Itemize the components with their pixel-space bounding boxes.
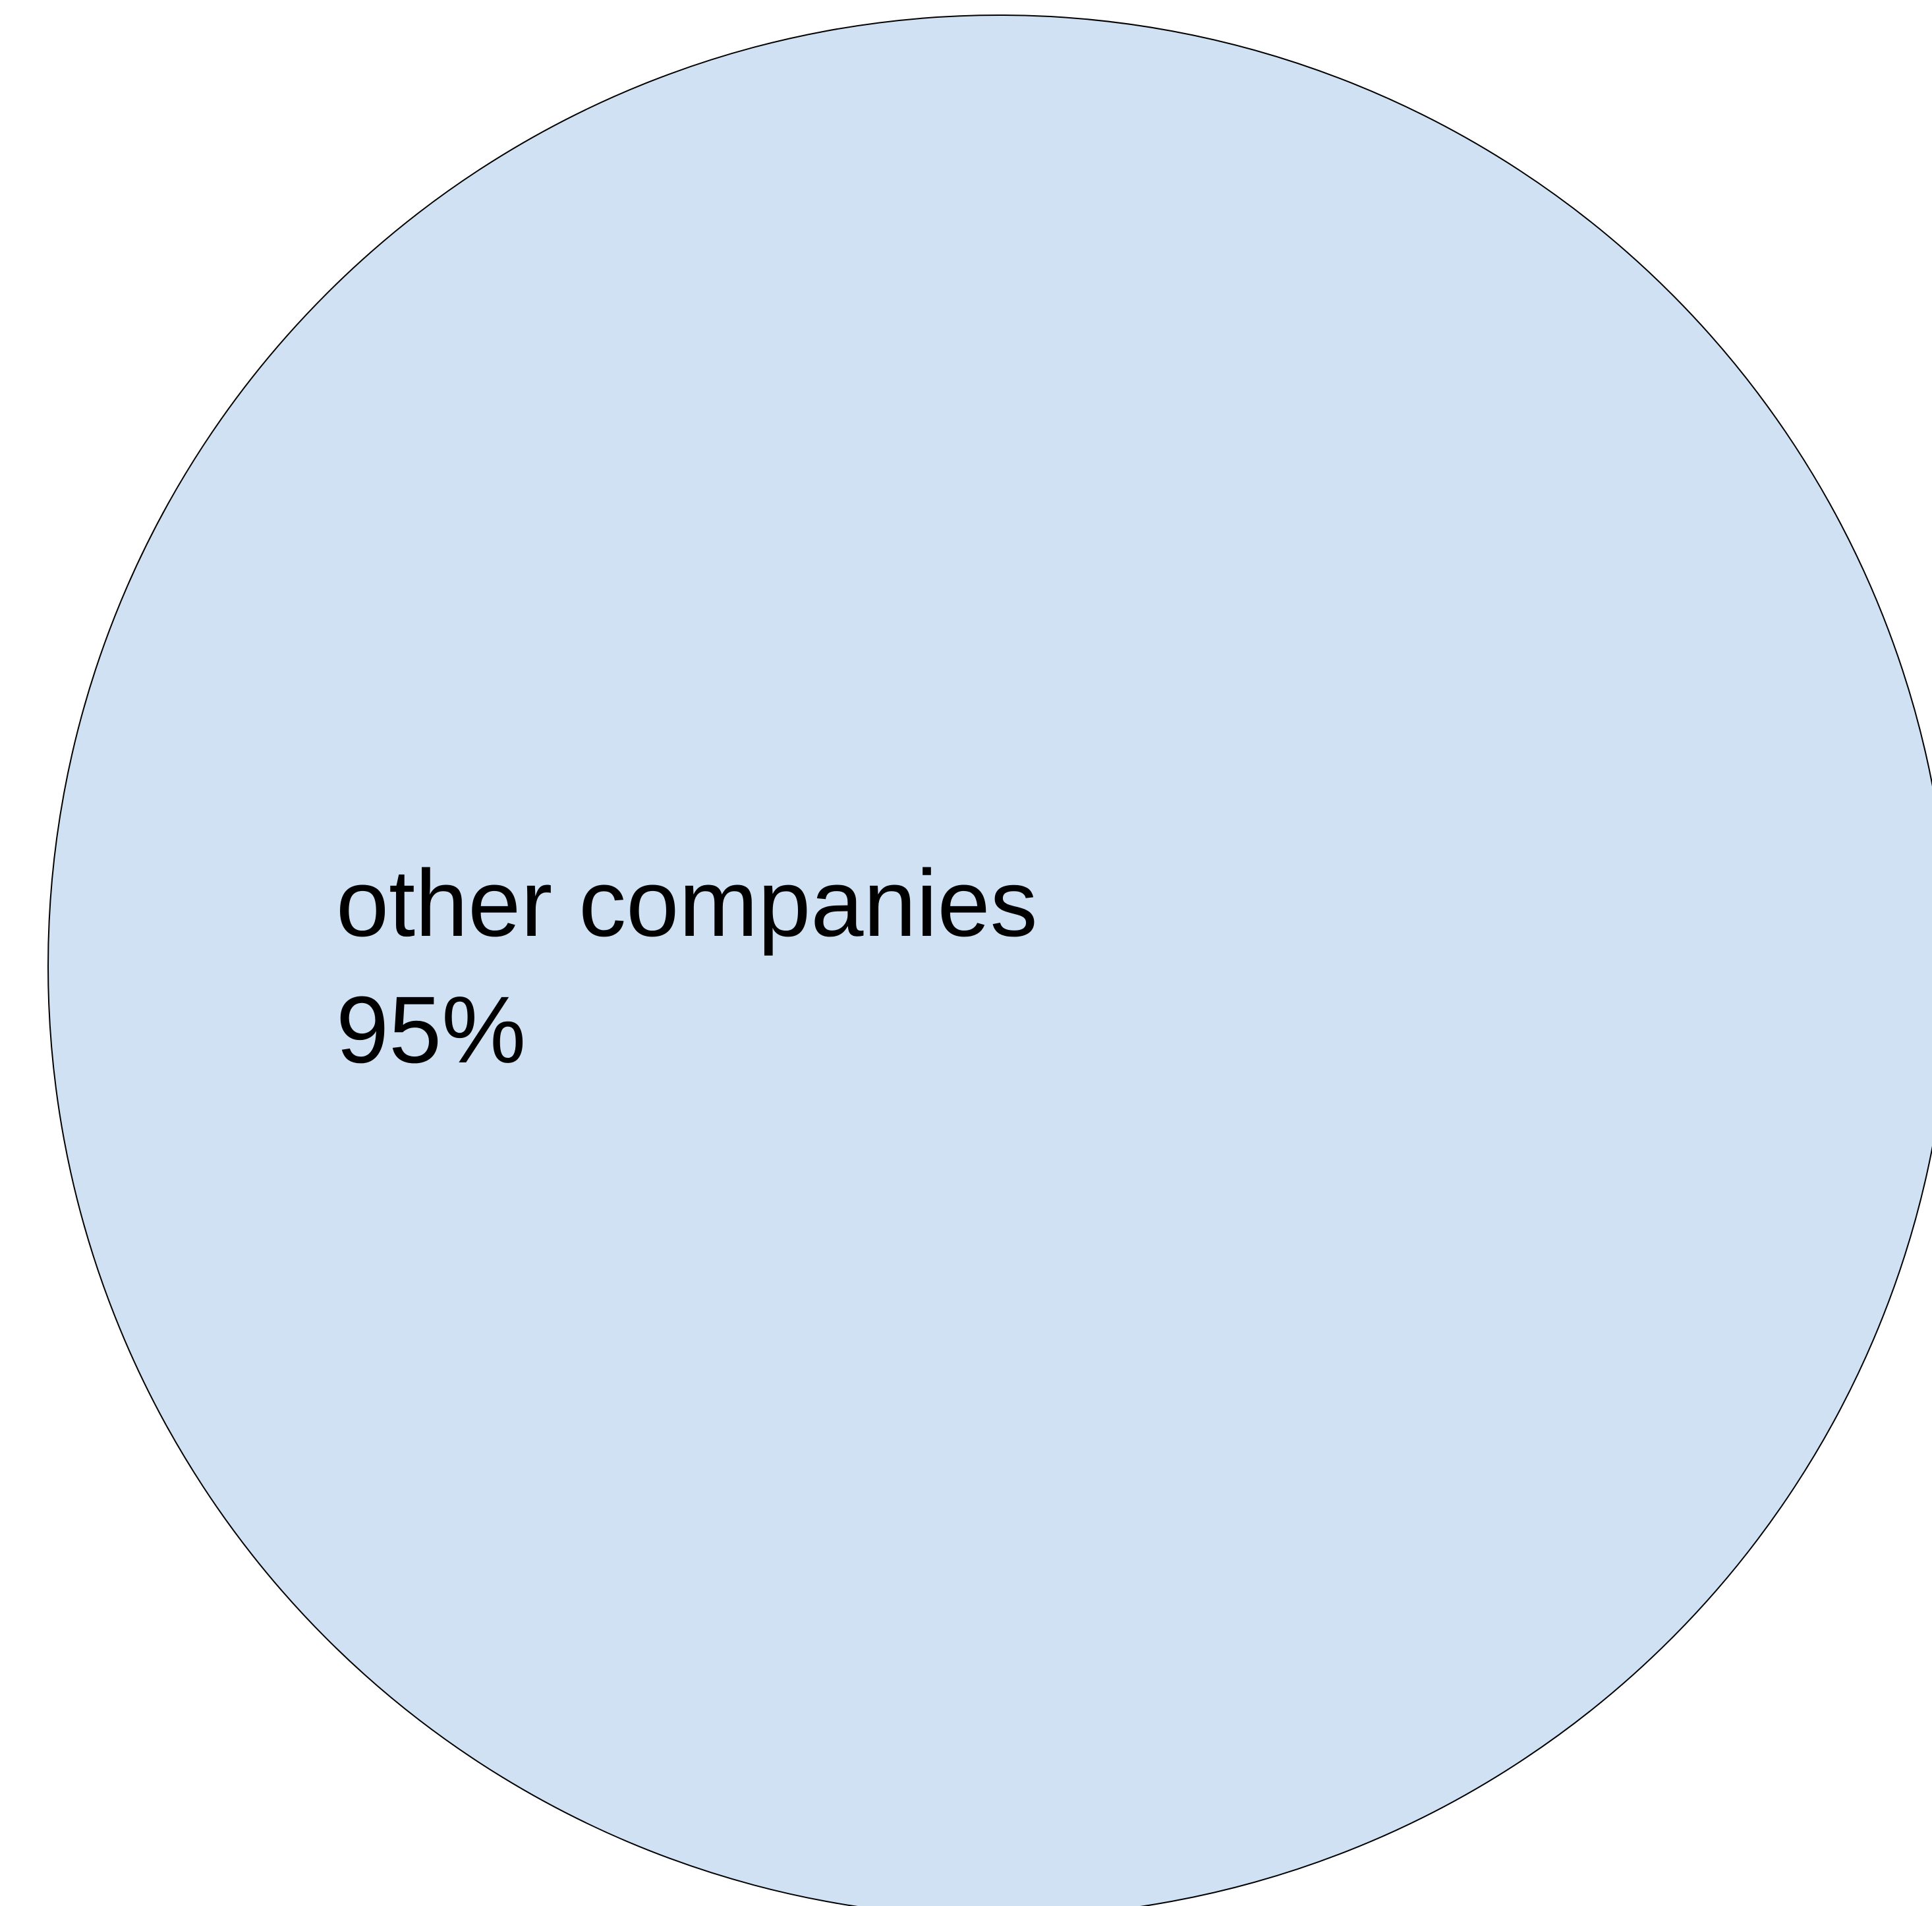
slice-label-name: other companies: [336, 850, 1038, 956]
pie-labels: other companies 95%: [336, 850, 1038, 1083]
slice-label-value: 95%: [336, 977, 526, 1083]
pie-slices: [47, 14, 1932, 1906]
pie-slice-other-companies: [47, 14, 1932, 1906]
